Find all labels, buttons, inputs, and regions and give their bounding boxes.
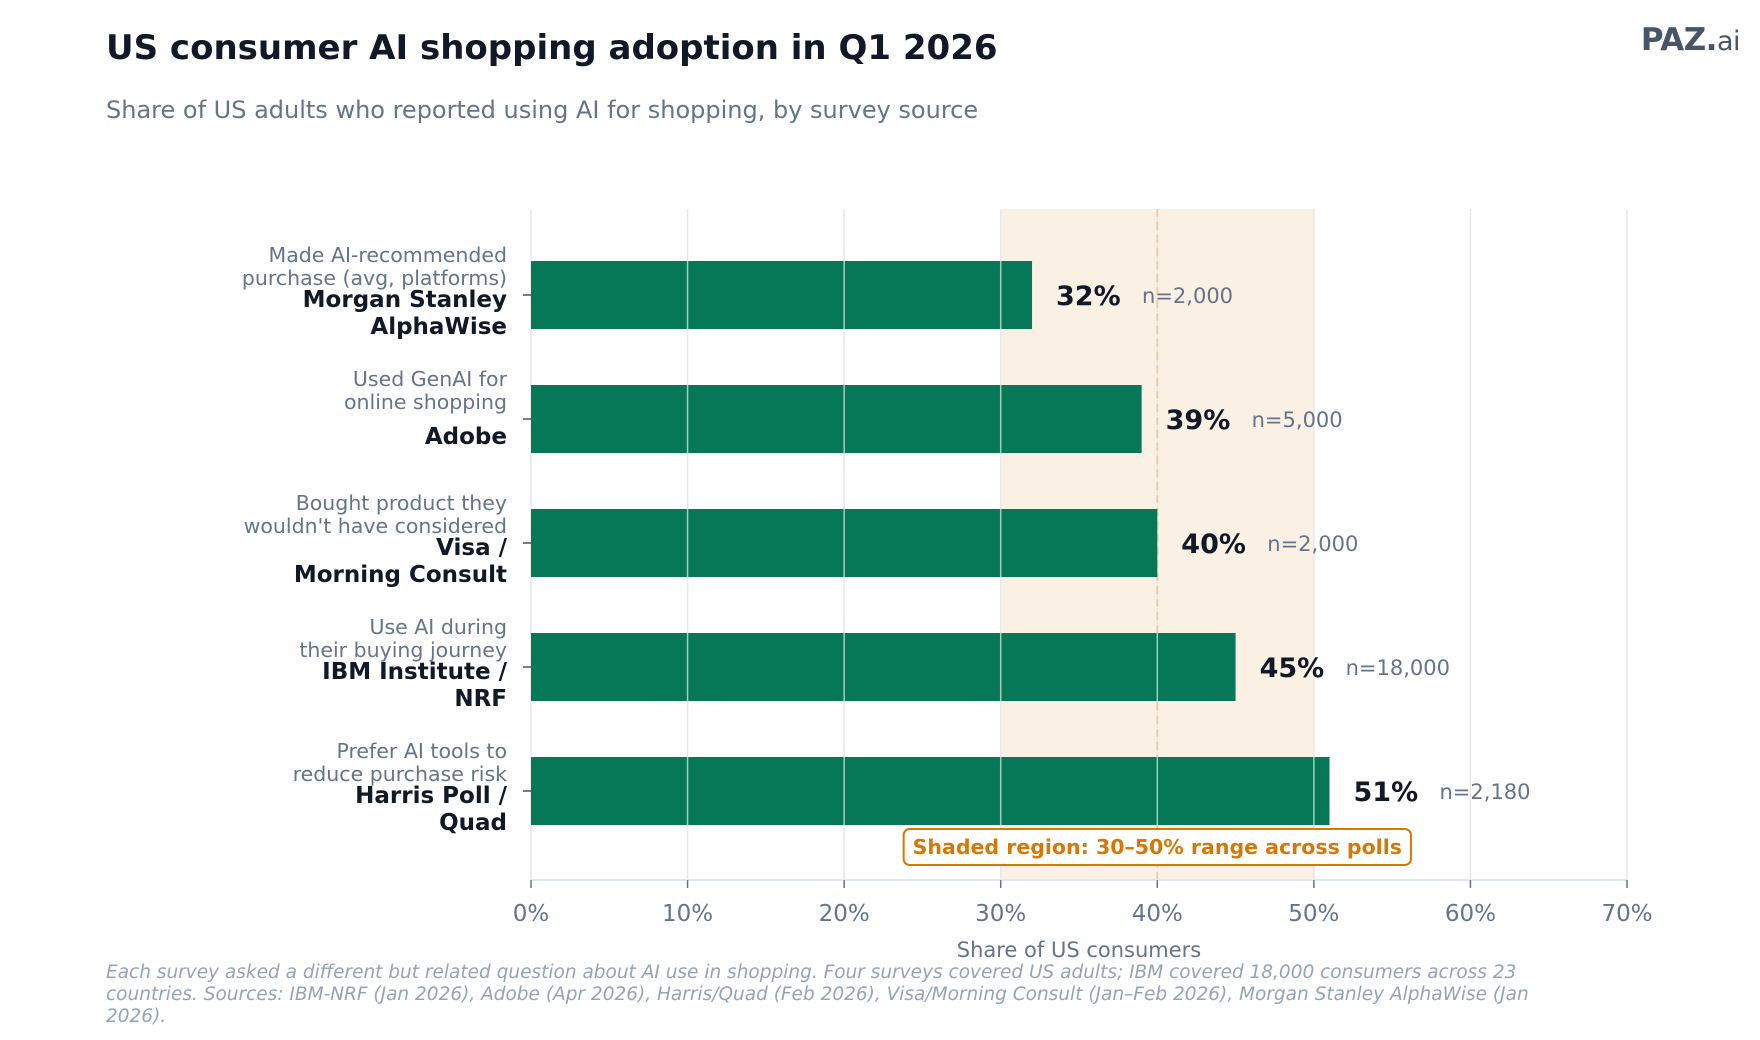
category-description: Use AI during [369,615,507,639]
category-description: reduce purchase risk [293,762,507,786]
category-description: online shopping [344,390,507,414]
value-label: 40% [1181,529,1246,560]
x-tick-label: 50% [1288,901,1339,927]
category-description: Bought product they [296,491,507,515]
bar [531,633,1236,701]
logo-suffix: ai [1716,26,1741,57]
category-description: purchase (avg, platforms) [242,266,507,290]
logo-main: PAZ. [1640,22,1718,58]
value-label: 39% [1166,405,1231,436]
sample-size-label: n=18,000 [1346,656,1450,680]
brand-logo: PAZ.ai [1640,22,1741,58]
category-source: NRF [454,686,507,712]
x-tick-label: 20% [819,901,870,927]
sample-size-label: n=2,000 [1267,532,1358,556]
x-tick-label: 60% [1445,901,1496,927]
value-label: 51% [1354,777,1419,808]
footnote: Each survey asked a different but relate… [106,962,1529,1027]
x-tick-label: 10% [662,901,713,927]
category-source: Adobe [425,424,507,450]
category-description: wouldn't have considered [244,514,507,538]
annotation-box [902,828,1412,866]
category-description: Prefer AI tools to [336,739,507,763]
bar [531,261,1033,329]
x-tick-label: 70% [1601,901,1652,927]
x-tick-label: 30% [975,901,1026,927]
bar [531,757,1330,825]
category-source: Visa / [436,535,507,561]
annotation-text: Shaded region: 30–50% range across polls [913,835,1402,859]
x-tick-label: 0% [513,901,550,927]
category-source: Morgan Stanley [303,287,507,313]
bars-layer [531,261,1330,825]
chart-subtitle: Share of US adults who reported using AI… [106,96,979,124]
sample-size-label: n=2,000 [1142,284,1233,308]
category-source: Quad [439,810,507,836]
annotation-layer: Shaded region: 30–50% range across polls [902,828,1412,866]
x-tick-label: 40% [1132,901,1183,927]
category-source: Harris Poll / [355,783,507,809]
sample-size-label: n=5,000 [1252,408,1343,432]
sample-size-label: n=2,180 [1440,780,1531,804]
value-label: 45% [1260,653,1325,684]
category-source: AlphaWise [370,314,507,340]
chart-title: US consumer AI shopping adoption in Q1 2… [106,28,998,68]
category-description: their buying journey [299,638,507,662]
category-source: Morning Consult [294,562,507,588]
category-description: Used GenAI for [353,367,508,391]
x-axis: 0% 10% 20% 30% 40% 50% 60% 70% Share of US consu… [513,294,1653,962]
value-label: 32% [1056,281,1121,312]
x-axis-label: Share of US consumers [957,938,1201,962]
category-source: IBM Institute / [322,659,507,685]
category-description: Made AI-recommended [269,243,507,267]
bar [531,385,1142,453]
